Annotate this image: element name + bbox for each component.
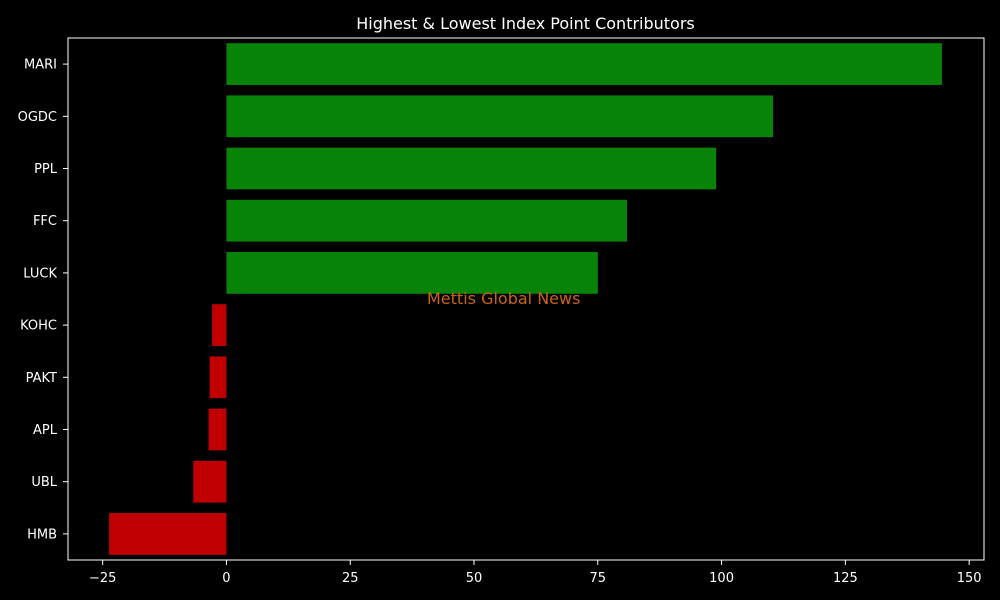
bar-ogdc bbox=[226, 95, 774, 138]
x-tick-label: 150 bbox=[957, 571, 982, 586]
y-tick-label-apl: APL bbox=[33, 423, 58, 438]
x-tick-label: 50 bbox=[466, 571, 483, 586]
x-tick-label: 0 bbox=[222, 571, 230, 586]
bar-ffc bbox=[226, 199, 627, 242]
x-axis: −25 0 25 50 75 100 125 150 bbox=[89, 560, 982, 586]
x-tick-label: −25 bbox=[89, 571, 116, 586]
annotation-layer: Mettis Global News bbox=[427, 289, 580, 308]
bar-mari bbox=[226, 43, 942, 85]
y-tick-label-hmb: HMB bbox=[27, 527, 57, 542]
y-axis: MARI OGDC PPL FFC LUCK KOHC PAKT APL UBL HMB bbox=[18, 58, 68, 542]
x-tick-label: 75 bbox=[590, 571, 607, 586]
y-tick-label-luck: LUCK bbox=[23, 266, 57, 281]
y-tick-label-mari: MARI bbox=[24, 58, 57, 73]
y-tick-label-ppl: PPL bbox=[34, 162, 58, 177]
bar-pakt bbox=[209, 356, 227, 399]
bar-ubl bbox=[193, 460, 227, 503]
x-tick-label: 125 bbox=[833, 571, 858, 586]
bars-layer bbox=[109, 43, 942, 555]
bar-apl bbox=[208, 408, 227, 451]
bar-hmb bbox=[109, 513, 227, 555]
y-tick-label-ffc: FFC bbox=[33, 214, 57, 229]
chart-title: Highest & Lowest Index Point Contributor… bbox=[356, 14, 695, 33]
plot-frame bbox=[67, 37, 985, 561]
watermark-annotation: Mettis Global News bbox=[427, 289, 580, 308]
bar-ppl bbox=[226, 147, 717, 190]
y-tick-label-kohc: KOHC bbox=[20, 319, 57, 334]
bar-luck bbox=[226, 252, 598, 294]
y-tick-label-pakt: PAKT bbox=[26, 371, 57, 386]
y-tick-label-ogdc: OGDC bbox=[18, 110, 57, 125]
bar-kohc bbox=[212, 304, 227, 346]
y-tick-label-ubl: UBL bbox=[31, 475, 57, 490]
x-tick-label: 25 bbox=[342, 571, 359, 586]
x-tick-label: 100 bbox=[709, 571, 734, 586]
